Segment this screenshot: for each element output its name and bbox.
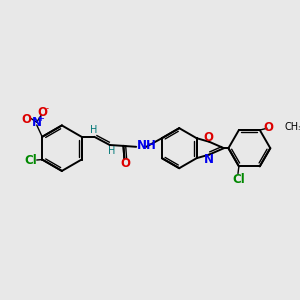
Text: O: O (22, 113, 32, 126)
Text: N: N (32, 116, 42, 129)
Text: CH₃: CH₃ (284, 122, 300, 132)
Text: H: H (90, 125, 97, 135)
Text: N: N (203, 153, 213, 166)
Text: -: - (45, 104, 48, 113)
Text: H: H (108, 146, 115, 156)
Text: O: O (203, 131, 213, 144)
Text: NH: NH (137, 140, 157, 152)
Text: O: O (120, 157, 130, 170)
Text: +: + (37, 114, 44, 123)
Text: Cl: Cl (232, 172, 245, 185)
Text: O: O (263, 121, 273, 134)
Text: Cl: Cl (24, 154, 37, 167)
Text: O: O (37, 106, 47, 119)
